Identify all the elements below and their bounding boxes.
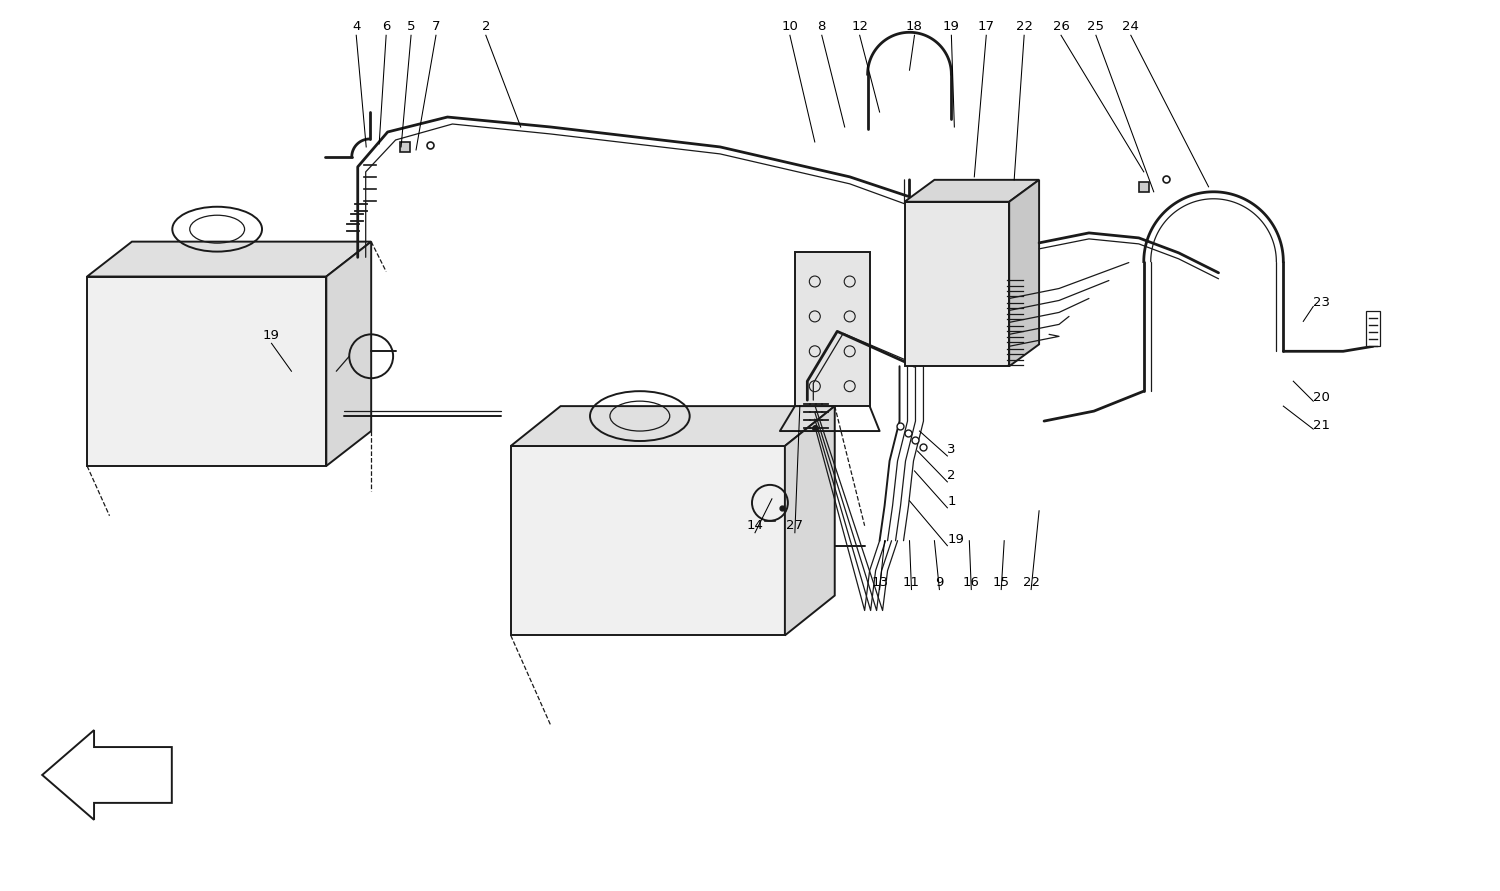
Text: 21: 21 [1312,419,1330,432]
Polygon shape [784,406,834,635]
Text: 7: 7 [432,20,439,33]
Text: 19: 19 [948,533,964,545]
Polygon shape [87,276,327,466]
Text: 13: 13 [871,576,888,589]
Polygon shape [327,241,370,466]
Text: 20: 20 [1312,391,1330,405]
Polygon shape [1366,312,1380,347]
Polygon shape [904,201,1010,366]
Text: 14: 14 [747,519,764,532]
Text: 24: 24 [1122,20,1138,33]
Polygon shape [510,446,784,635]
Polygon shape [904,180,1040,201]
Text: 22: 22 [1016,20,1032,33]
Polygon shape [510,406,834,446]
Text: 1: 1 [948,495,956,508]
Text: 5: 5 [406,20,416,33]
Text: 17: 17 [978,20,994,33]
Text: 15: 15 [993,576,1010,589]
Text: 19: 19 [262,330,280,342]
Text: 16: 16 [963,576,980,589]
Text: 10: 10 [782,20,798,33]
Text: 27: 27 [786,519,804,532]
Text: 2: 2 [948,469,956,482]
Text: 18: 18 [906,20,922,33]
Polygon shape [42,730,172,820]
Text: 6: 6 [382,20,390,33]
Text: 3: 3 [948,443,956,456]
Text: 9: 9 [934,576,944,589]
Text: 19: 19 [944,20,960,33]
Text: 4: 4 [352,20,360,33]
Text: 2: 2 [482,20,490,33]
Polygon shape [1010,180,1040,366]
Polygon shape [795,251,870,406]
Text: 11: 11 [903,576,920,589]
Polygon shape [87,241,370,276]
Text: 25: 25 [1088,20,1104,33]
Text: 12: 12 [850,20,868,33]
Text: 8: 8 [818,20,827,33]
Text: 23: 23 [1312,297,1330,309]
Text: 22: 22 [1023,576,1040,589]
Text: 26: 26 [1053,20,1070,33]
